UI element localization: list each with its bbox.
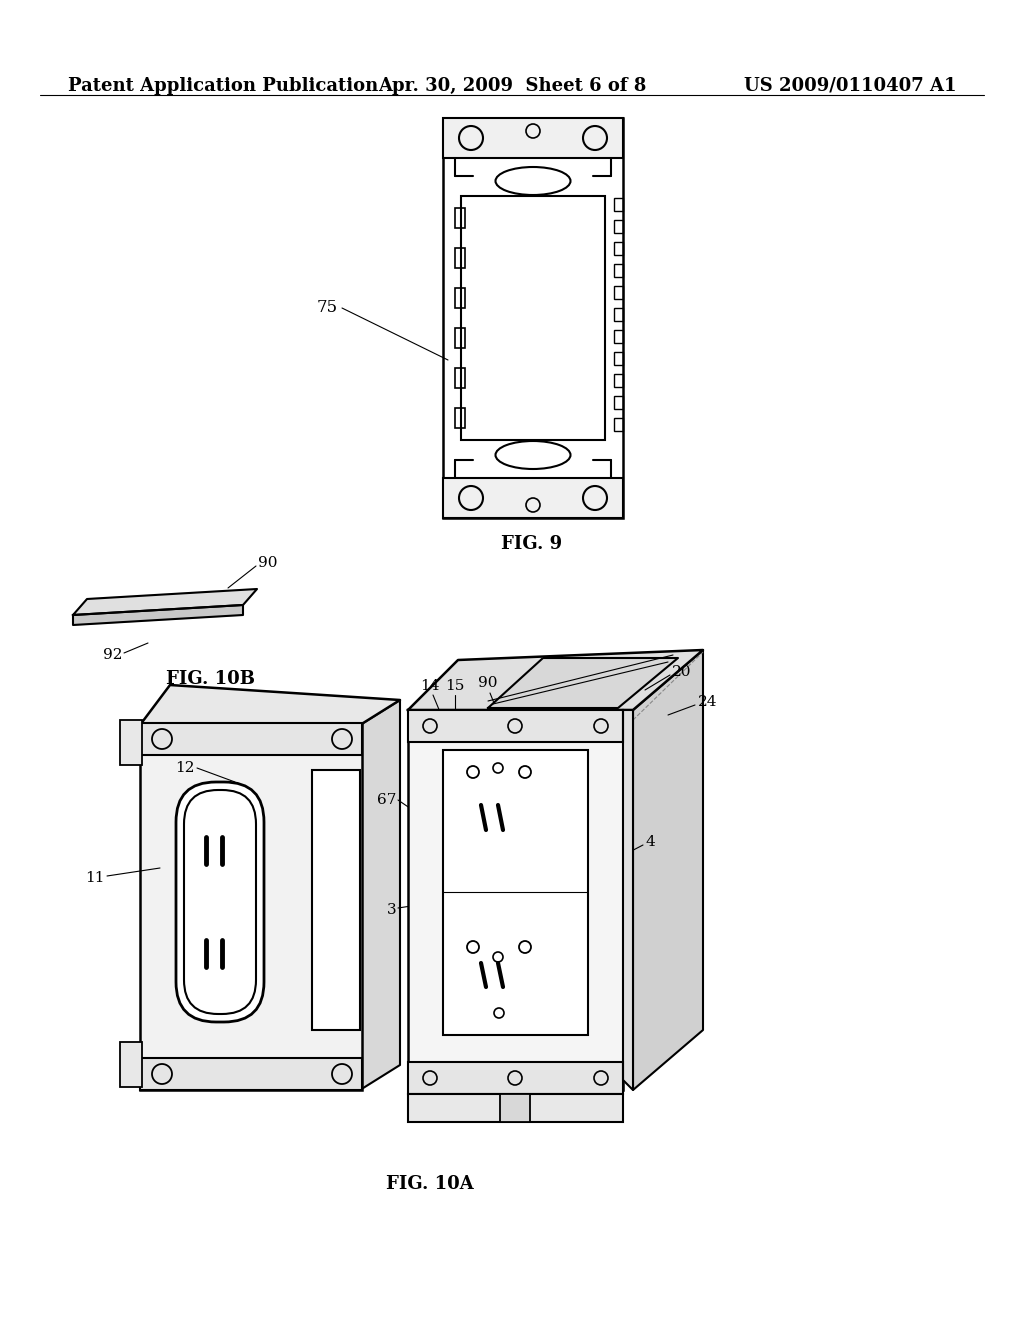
Bar	[614, 220, 623, 234]
Text: 15: 15	[445, 678, 465, 693]
Polygon shape	[140, 685, 400, 725]
Bar	[614, 396, 623, 409]
Text: FIG. 10B: FIG. 10B	[166, 671, 255, 688]
Bar	[455, 327, 465, 348]
Text: US 2009/0110407 A1: US 2009/0110407 A1	[743, 77, 956, 95]
Bar	[140, 723, 362, 755]
Text: Apr. 30, 2009  Sheet 6 of 8: Apr. 30, 2009 Sheet 6 of 8	[378, 77, 646, 95]
Bar	[614, 330, 623, 343]
Text: 90: 90	[478, 676, 498, 690]
Bar	[443, 478, 623, 517]
Bar	[120, 719, 142, 766]
Text: 14: 14	[420, 678, 439, 693]
Bar	[500, 1094, 530, 1122]
Text: 67: 67	[377, 793, 396, 807]
Bar	[455, 288, 465, 308]
Bar	[614, 352, 623, 366]
Text: 11: 11	[85, 871, 105, 884]
Text: 3: 3	[386, 903, 396, 917]
PathPatch shape	[140, 723, 362, 1090]
Text: 12: 12	[175, 762, 195, 775]
Text: 20: 20	[672, 665, 691, 678]
Polygon shape	[488, 657, 678, 708]
Text: 22: 22	[478, 1098, 498, 1111]
Bar	[455, 248, 465, 268]
Bar	[443, 117, 623, 158]
Polygon shape	[408, 649, 703, 710]
Bar	[455, 368, 465, 388]
Text: 24: 24	[698, 696, 718, 709]
Bar	[408, 710, 623, 1090]
FancyBboxPatch shape	[176, 781, 264, 1022]
Polygon shape	[360, 700, 400, 1090]
Text: 4: 4	[645, 836, 654, 849]
Polygon shape	[73, 589, 257, 615]
Bar	[120, 1041, 142, 1086]
Bar	[408, 1063, 623, 1094]
Bar	[455, 209, 465, 228]
Bar	[461, 195, 605, 440]
Bar	[614, 308, 623, 321]
Text: 15: 15	[440, 1098, 460, 1111]
Text: 90: 90	[258, 556, 278, 570]
Bar	[443, 750, 588, 1035]
Bar	[614, 264, 623, 277]
Bar	[140, 1059, 362, 1090]
Polygon shape	[633, 649, 703, 1090]
Text: Patent Application Publication: Patent Application Publication	[68, 77, 378, 95]
Bar	[408, 1094, 623, 1122]
Text: FIG. 9: FIG. 9	[502, 535, 562, 553]
Bar	[614, 374, 623, 387]
Bar	[312, 770, 360, 1030]
Polygon shape	[73, 605, 243, 624]
Polygon shape	[140, 725, 360, 1090]
Bar	[455, 408, 465, 428]
Bar	[408, 710, 623, 742]
Bar	[614, 242, 623, 255]
Text: 75: 75	[316, 300, 338, 317]
Bar	[443, 117, 623, 517]
Bar	[614, 418, 623, 432]
Text: FIG. 10A: FIG. 10A	[386, 1175, 474, 1193]
Bar	[614, 198, 623, 211]
Text: 92: 92	[102, 648, 122, 663]
Polygon shape	[623, 710, 633, 1090]
Bar	[614, 286, 623, 300]
